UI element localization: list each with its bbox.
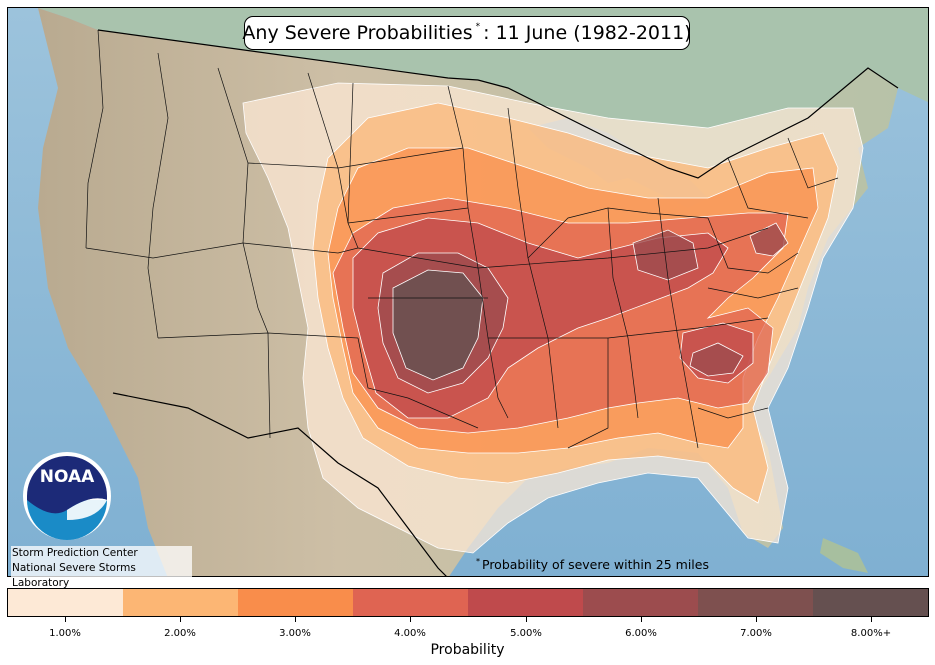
title-prefix: Any Severe Probabilities [242,22,473,44]
caribbean-islands [820,538,868,573]
legend-label: 1.00% [49,628,81,639]
credits-box: Storm Prediction Center National Severe … [11,546,192,589]
legend-swatch [583,589,698,616]
legend-label: 5.00% [510,628,542,639]
legend-tick [295,617,296,622]
us-canada-border [97,29,899,179]
contour-8pct [392,269,484,381]
legend-tick [526,617,527,622]
legend-label: 7.00% [740,628,772,639]
probability-contours [242,82,864,554]
legend-tick [410,617,411,622]
legend-tick [65,617,66,622]
legend-swatch [238,589,353,616]
us-mexico-border [112,392,447,576]
legend-label: 2.00% [164,628,196,639]
legend-swatch [123,589,238,616]
probability-map [8,8,928,576]
contour-6pct [377,222,789,394]
noaa-logo-icon: NOAA [23,452,111,540]
legend-swatch [468,589,583,616]
legend-swatch [698,589,813,616]
legend-label: 3.00% [279,628,311,639]
footnote: * Probability of severe within 25 miles [476,557,709,572]
legend-colorbar [7,588,929,617]
national-borders [97,29,899,576]
legend-title: Probability [430,642,505,658]
legend-tick [641,617,642,622]
credit-line-nssl: National Severe Storms Laboratory [12,562,136,589]
footnote-text: Probability of severe within 25 miles [482,557,709,572]
legend-tick [180,617,181,622]
legend-swatch [8,589,123,616]
legend-label: 4.00% [394,628,426,639]
map-panel [7,7,929,577]
legend-tick [871,617,872,622]
footnote-marker: * [476,557,480,566]
legend-label: 8.00%+ [850,628,892,639]
logo-text: NOAA [40,467,95,487]
legend-swatch [813,589,928,616]
credit-line-spc: Storm Prediction Center [12,547,138,559]
title-suffix: : 11 June (1982-2011) [483,22,692,44]
legend-label: 6.00% [625,628,657,639]
title-marker: * [475,22,481,32]
legend-tick [756,617,757,622]
legend-swatch [353,589,468,616]
map-title: Any Severe Probabilities * : 11 June (19… [242,16,692,50]
state-boundaries [85,29,839,449]
